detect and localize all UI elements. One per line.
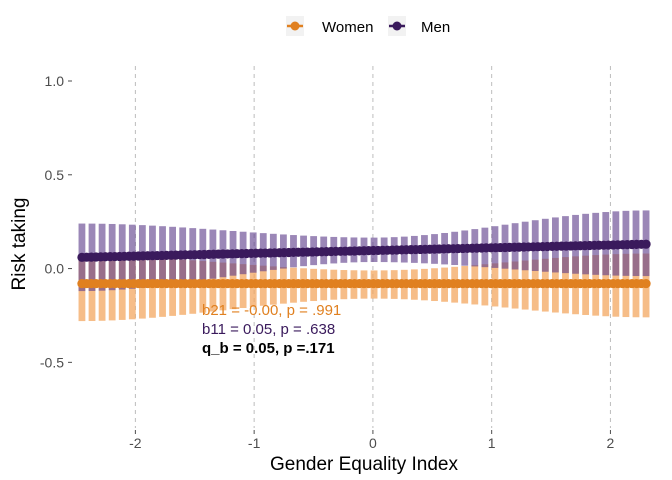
legend-label-0: Women bbox=[322, 19, 373, 36]
x-tick-label-3: 1 bbox=[488, 435, 496, 451]
y-tick-label-2: 0.5 bbox=[45, 167, 65, 183]
y-tick-label-3: 1.0 bbox=[45, 73, 65, 89]
y-tick-label-1: 0.0 bbox=[45, 261, 65, 277]
line-men bbox=[77, 239, 651, 262]
line-women bbox=[77, 278, 651, 289]
line-point bbox=[641, 239, 651, 249]
annotation-2: q_b = 0.05, p =.171 bbox=[202, 340, 335, 357]
annotations: b21 = -0.00, p = .991 b11 = 0.05, p = .63… bbox=[202, 302, 341, 357]
legend-key-dot-1 bbox=[392, 21, 402, 31]
x-tick-label-4: 2 bbox=[607, 435, 615, 451]
legend: Women Men bbox=[286, 16, 450, 36]
y-axis-title: Risk taking bbox=[9, 198, 30, 291]
y-tick-label-0: -0.5 bbox=[40, 354, 64, 370]
x-axis-title: Gender Equality Index bbox=[270, 454, 459, 475]
x-tick-label-2: 0 bbox=[369, 435, 377, 451]
line-point bbox=[641, 278, 651, 289]
regression-lines bbox=[77, 239, 651, 289]
x-axis: -2 -1 0 1 2 bbox=[129, 430, 615, 451]
confidence-bands bbox=[78, 210, 650, 322]
legend-key-dot-0 bbox=[290, 21, 300, 31]
x-tick-label-1: -1 bbox=[248, 435, 261, 451]
annotation-1: b11 = 0.05, p = .638 bbox=[202, 321, 335, 338]
legend-label-1: Men bbox=[421, 19, 450, 36]
annotation-0: b21 = -0.00, p = .991 bbox=[202, 302, 341, 319]
y-axis: -0.5 0.0 0.5 1.0 bbox=[40, 73, 72, 370]
x-tick-label-0: -2 bbox=[129, 435, 142, 451]
